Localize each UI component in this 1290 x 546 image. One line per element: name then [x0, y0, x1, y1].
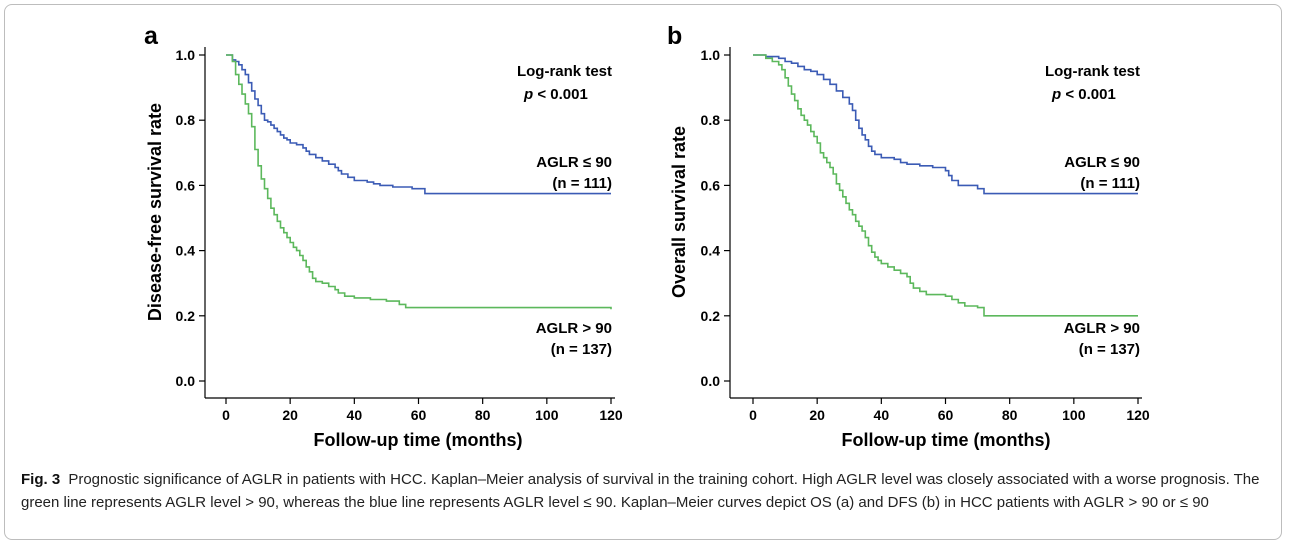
- panel-a-x-tick-label: 100: [535, 407, 559, 423]
- panel-b-series-high-line: [753, 54, 1138, 317]
- panel-a-logrank-title: Log-rank test: [517, 63, 612, 80]
- panel-b-y-tick-label: 0.0: [701, 373, 721, 389]
- panel-a-x-tick-label: 20: [282, 407, 298, 423]
- panel-a-x-tick-label: 120: [599, 407, 623, 423]
- panel-a-legend-high-name: AGLR > 90: [536, 320, 612, 337]
- panel-b-chart: b Overall survival rate Follow-up time (…: [667, 22, 1150, 450]
- panel-a-series-high-line: [226, 54, 612, 310]
- panel-b-x-tick-label: 0: [749, 407, 757, 423]
- panel-b-p-rest: < 0.001: [1061, 86, 1116, 103]
- panel-a-legend-high-n: (n = 137): [551, 341, 612, 358]
- panel-b-legend-low-name: AGLR ≤ 90: [1064, 154, 1140, 171]
- panel-a-y-tick-label: 1.0: [176, 47, 196, 63]
- figure-caption: Fig. 3 Prognostic significance of AGLR i…: [21, 468, 1271, 514]
- panel-a-y-tick-label: 0.4: [176, 243, 196, 259]
- panel-b-y-tick-label: 0.2: [701, 308, 721, 324]
- caption-text: Prognostic significance of AGLR in patie…: [21, 471, 1260, 511]
- caption-fig-label: Fig. 3: [21, 471, 61, 488]
- panel-b-x-tick-label: 100: [1062, 407, 1086, 423]
- panel-b-y-tick-label: 0.8: [701, 112, 721, 128]
- panel-b-legend-high-n: (n = 137): [1079, 341, 1140, 358]
- panel-b-legend-low-n: (n = 111): [1080, 175, 1140, 192]
- panel-a-y-tick-label: 0.2: [176, 308, 196, 324]
- panel-b-series-low-line: [753, 54, 1138, 195]
- panel-b-p-symbol: p: [1051, 86, 1061, 103]
- panel-a-x-axis-label: Follow-up time (months): [314, 430, 523, 450]
- panel-b-y-tick-label: 0.4: [701, 243, 721, 259]
- panel-a-legend-low-name: AGLR ≤ 90: [536, 154, 612, 171]
- panel-a-legend-low-n: (n = 111): [552, 175, 612, 192]
- panel-a-x-tick-label: 0: [222, 407, 230, 423]
- panel-b-x-tick-label: 80: [1002, 407, 1018, 423]
- panel-a-y-tick-label: 0.0: [176, 373, 196, 389]
- panel-b-x-tick-label: 20: [809, 407, 825, 423]
- panel-a-pvalue: p < 0.001: [523, 86, 588, 103]
- panel-b-letter: b: [667, 22, 682, 50]
- panel-a-x-tick-label: 40: [347, 407, 363, 423]
- panel-b-y-tick-label: 1.0: [701, 47, 721, 63]
- panel-b-y-tick-label: 0.6: [701, 177, 721, 193]
- panel-a-x-tick-label: 80: [475, 407, 491, 423]
- panel-b-x-tick-label: 120: [1126, 407, 1150, 423]
- panel-a-y-tick-label: 0.6: [176, 177, 196, 193]
- panel-b-logrank-title: Log-rank test: [1045, 63, 1140, 80]
- figure-frame: [4, 4, 1282, 540]
- panel-a-p-rest: < 0.001: [533, 86, 588, 103]
- panel-b-x-tick-label: 40: [874, 407, 890, 423]
- panel-b-x-tick-label: 60: [938, 407, 954, 423]
- panel-b-y-axis-label: Overall survival rate: [669, 126, 689, 298]
- panel-a-x-tick-label: 60: [411, 407, 427, 423]
- panel-b-x-axis-label: Follow-up time (months): [842, 430, 1051, 450]
- panel-a-p-symbol: p: [523, 86, 533, 103]
- panel-a-chart: a Disease-free survival rate Follow-up t…: [144, 22, 623, 450]
- panel-a-letter: a: [144, 22, 159, 50]
- panel-a-y-tick-label: 0.8: [176, 112, 196, 128]
- panel-a-y-axis-label: Disease-free survival rate: [145, 103, 165, 321]
- panel-b-legend-high-name: AGLR > 90: [1064, 320, 1140, 337]
- panel-b-pvalue: p < 0.001: [1051, 86, 1116, 103]
- panel-a-series-low-line: [226, 54, 611, 195]
- figure-svg: a Disease-free survival rate Follow-up t…: [144, 22, 1150, 450]
